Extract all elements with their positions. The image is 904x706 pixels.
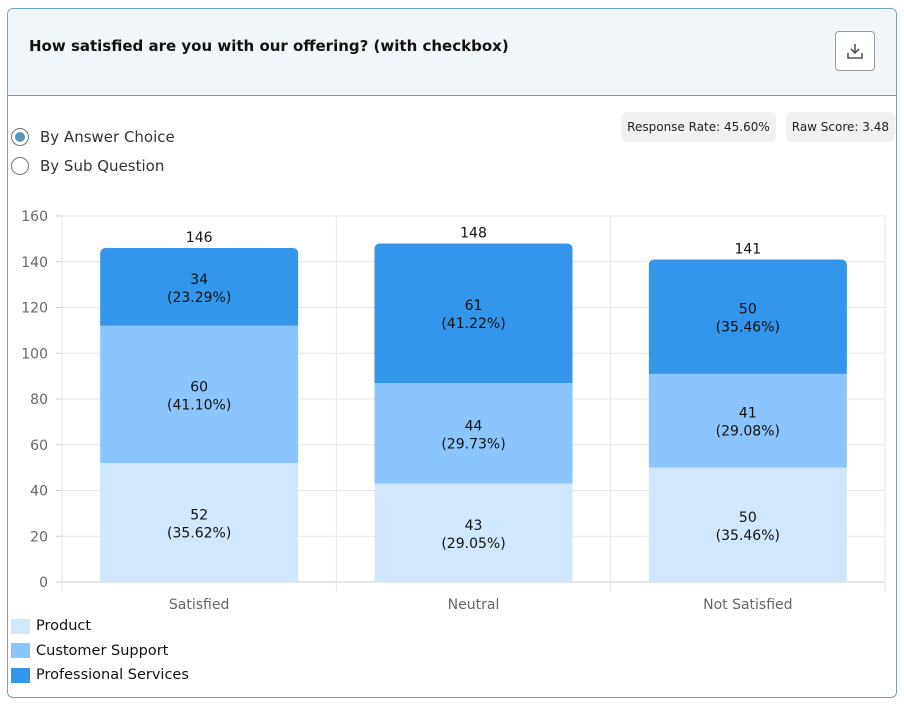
chart-legend: Product Customer Support Professional Serv…: [11, 614, 189, 688]
data-label-value: 61: [465, 298, 483, 314]
bar-segment: [100, 325, 299, 464]
radio-unselected[interactable]: [11, 156, 29, 175]
y-tick-label: 80: [30, 392, 48, 408]
legend-swatch: [11, 643, 30, 659]
y-tick-label: 120: [21, 301, 48, 317]
legend-label: Customer Support: [36, 642, 169, 659]
x-tick-label: Satisfied: [169, 597, 229, 613]
data-label-percent: (41.10%): [167, 397, 231, 413]
radio-by-answer-choice[interactable]: By Answer Choice: [11, 122, 175, 151]
radio-label: By Sub Question: [40, 156, 165, 175]
data-label-percent: (35.46%): [716, 320, 780, 336]
legend-item[interactable]: Product: [11, 614, 189, 639]
download-icon: [847, 44, 863, 59]
bar-segment: [374, 243, 573, 383]
radio-selected[interactable]: [11, 127, 29, 146]
data-label-percent: (29.73%): [441, 436, 505, 452]
bar-segment: [100, 248, 299, 326]
data-label-value: 60: [190, 379, 208, 395]
y-tick-label: 60: [30, 438, 48, 454]
data-label-value: 43: [465, 518, 483, 534]
bar-segment: [374, 483, 573, 582]
question-title: How satisfied are you with our offering?…: [29, 37, 509, 55]
y-tick-label: 0: [39, 575, 48, 591]
legend-item[interactable]: Customer Support: [11, 639, 189, 664]
legend-label: Product: [36, 618, 92, 635]
data-label-percent: (35.46%): [716, 528, 780, 544]
data-label-value: 50: [739, 302, 757, 318]
x-tick-label: Not Satisfied: [703, 597, 792, 613]
stacked-bar-chart: 0 20 40 60 80 100 120 140 160 52 (35.62%) 60 (41.10%…: [21, 209, 886, 613]
total-label: 148: [460, 225, 487, 241]
data-label-value: 41: [739, 406, 757, 422]
data-label-percent: (35.62%): [167, 526, 231, 542]
response-rate-badge: Response Rate: 45.60%: [621, 112, 776, 142]
y-tick-label: 140: [21, 255, 48, 271]
data-label-value: 34: [190, 272, 208, 288]
legend-swatch: [11, 667, 30, 683]
radio-by-sub-question[interactable]: By Sub Question: [11, 151, 175, 180]
y-tick-label: 160: [21, 209, 48, 225]
bar-segment: [648, 373, 847, 468]
data-label-value: 50: [739, 510, 757, 526]
data-label-value: 52: [190, 508, 208, 524]
data-label-percent: (23.29%): [167, 290, 231, 306]
card-header: How satisfied are you with our offering?…: [8, 9, 896, 96]
legend-label: Professional Services: [36, 667, 189, 684]
y-tick-label: 100: [21, 346, 48, 362]
bar-segment: [374, 382, 573, 484]
bar-segment: [648, 467, 847, 582]
total-label: 141: [734, 241, 761, 257]
data-label-percent: (29.08%): [716, 424, 780, 440]
raw-score-badge: Raw Score: 3.48: [785, 112, 895, 142]
total-label: 146: [186, 230, 213, 246]
view-options: By Answer Choice By Sub Question: [11, 122, 175, 180]
data-label-percent: (41.22%): [441, 316, 505, 332]
bar-segment: [648, 259, 847, 374]
y-tick-label: 40: [30, 484, 48, 500]
legend-item[interactable]: Professional Services: [11, 663, 189, 688]
data-label-value: 44: [465, 418, 483, 434]
download-button[interactable]: [835, 31, 875, 71]
legend-swatch: [11, 618, 30, 634]
bar-segment: [100, 463, 299, 582]
y-tick-label: 20: [30, 529, 48, 545]
radio-label: By Answer Choice: [40, 127, 175, 146]
data-label-percent: (29.05%): [441, 536, 505, 552]
x-tick-label: Neutral: [448, 597, 500, 613]
